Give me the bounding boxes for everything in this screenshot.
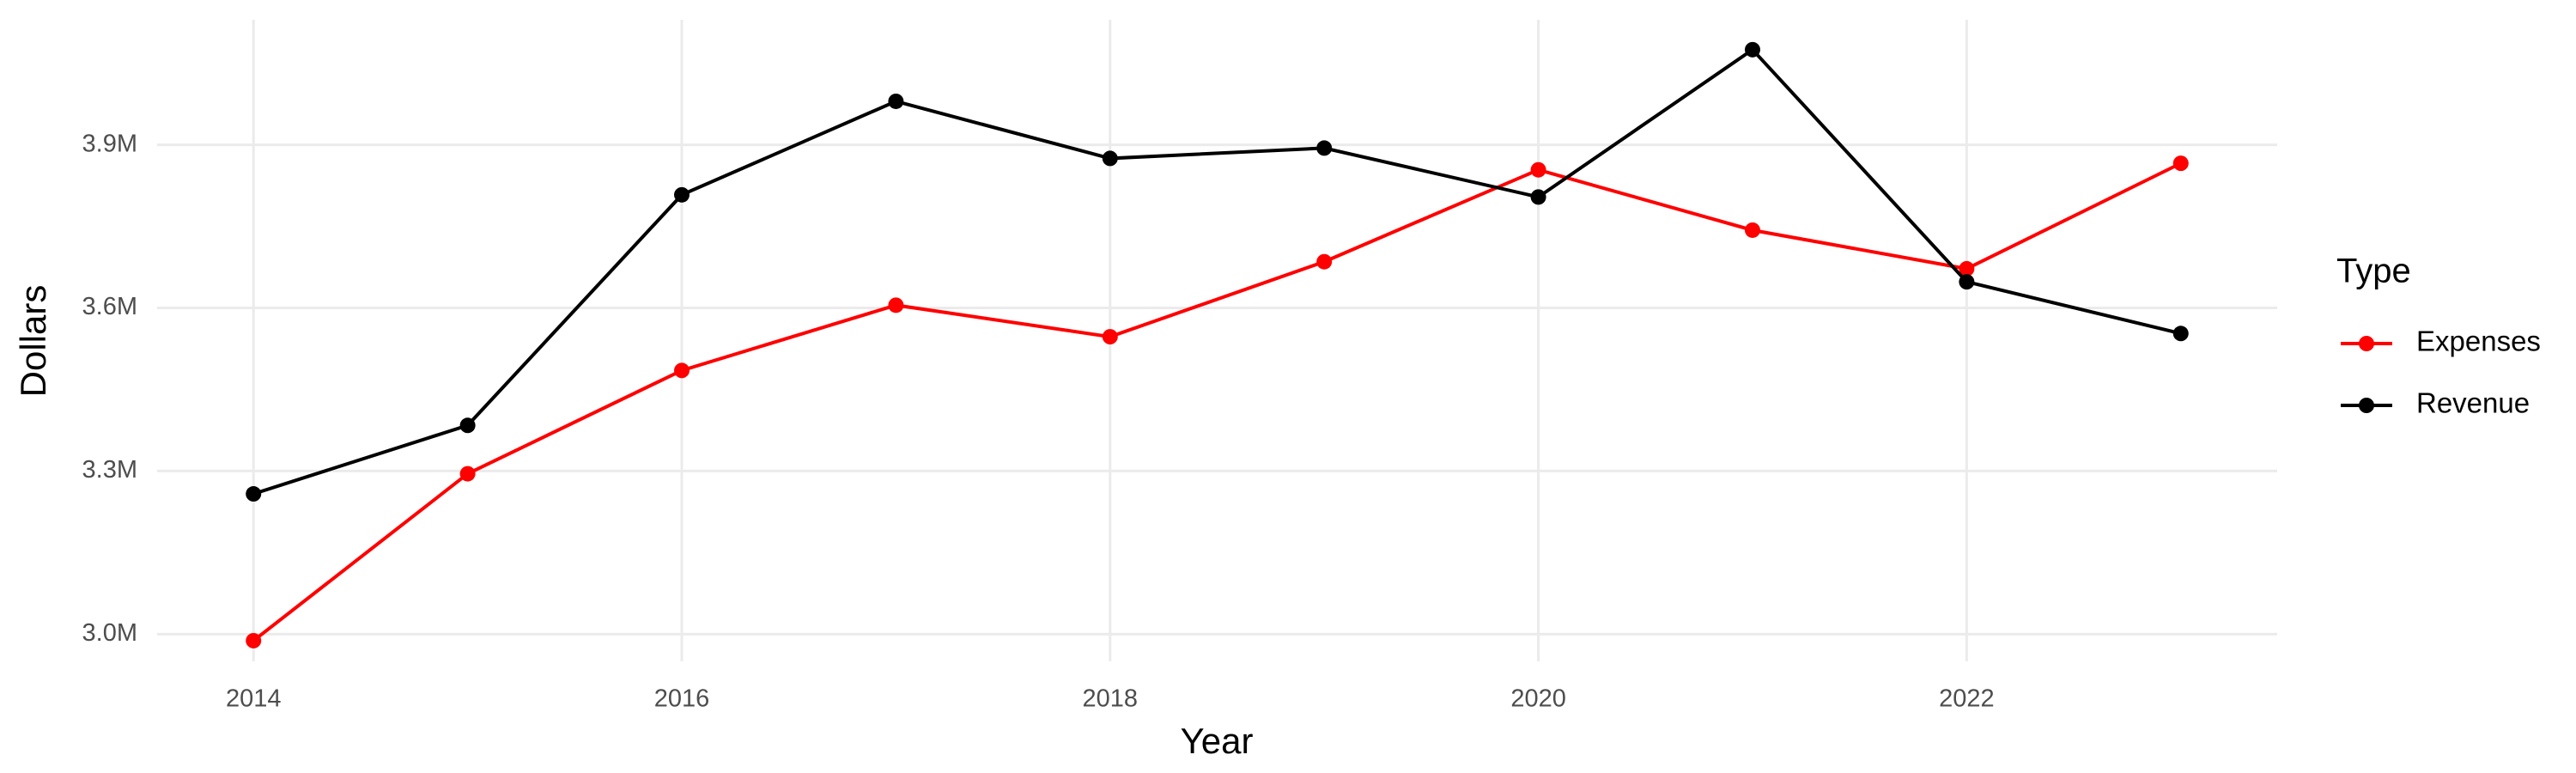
data-point — [888, 93, 904, 109]
grid — [157, 20, 2277, 661]
data-point — [2172, 326, 2189, 342]
data-point — [459, 466, 476, 482]
data-point — [1530, 161, 1546, 178]
x-tick-label: 2014 — [226, 685, 282, 713]
data-point — [1744, 41, 1760, 58]
data-point — [1102, 150, 1118, 167]
data-point — [1530, 189, 1546, 205]
data-point — [2172, 155, 2189, 172]
data-point — [888, 297, 904, 313]
data-point — [246, 486, 262, 502]
data-point — [1959, 274, 1975, 290]
data-point — [1959, 260, 1975, 277]
data-point — [1102, 329, 1118, 345]
series-line — [252, 47, 2182, 496]
legend-label: Expenses — [2416, 326, 2541, 357]
data-point — [1744, 222, 1760, 238]
y-axis-title: Dollars — [13, 285, 53, 398]
x-tick-label: 2020 — [1510, 685, 1566, 713]
legend-title: Type — [2336, 253, 2411, 290]
data-point — [674, 186, 690, 203]
legend-label: Revenue — [2416, 387, 2530, 419]
data-point — [1316, 140, 1333, 156]
data-point — [1316, 253, 1333, 270]
x-tick-label: 2022 — [1939, 685, 1995, 713]
x-tick-label: 2018 — [1083, 685, 1139, 713]
x-tick-label: 2016 — [654, 685, 710, 713]
y-tick-label: 3.0M — [82, 619, 137, 647]
legend-marker — [2359, 336, 2374, 351]
y-tick-label: 3.9M — [82, 130, 137, 157]
data-point — [246, 632, 262, 648]
y-tick-label: 3.3M — [82, 456, 137, 484]
data-point — [459, 417, 476, 434]
data-point — [674, 362, 690, 379]
y-tick-label: 3.6M — [82, 293, 137, 320]
series-line — [252, 161, 2182, 642]
legend-marker — [2359, 398, 2374, 413]
x-axis-title: Year — [1181, 721, 1254, 761]
